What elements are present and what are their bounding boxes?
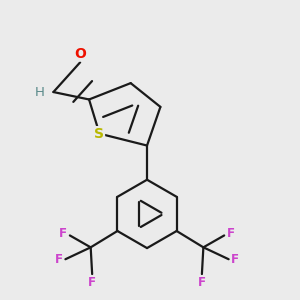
Text: F: F — [198, 276, 206, 289]
Text: F: F — [59, 226, 67, 240]
Text: F: F — [55, 253, 63, 266]
Text: S: S — [94, 127, 104, 141]
Text: F: F — [227, 226, 235, 240]
Text: H: H — [35, 85, 45, 98]
Text: F: F — [88, 276, 96, 289]
Text: O: O — [74, 47, 86, 61]
Text: F: F — [231, 253, 239, 266]
